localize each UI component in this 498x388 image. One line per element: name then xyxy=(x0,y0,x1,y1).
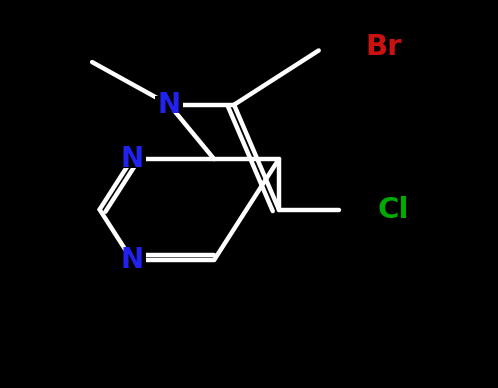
Text: Br: Br xyxy=(365,33,402,61)
Text: N: N xyxy=(158,91,181,119)
Text: N: N xyxy=(121,246,143,274)
FancyBboxPatch shape xyxy=(118,151,146,168)
Text: Cl: Cl xyxy=(377,196,409,223)
Text: N: N xyxy=(121,145,143,173)
FancyBboxPatch shape xyxy=(155,96,183,113)
FancyBboxPatch shape xyxy=(118,251,146,268)
